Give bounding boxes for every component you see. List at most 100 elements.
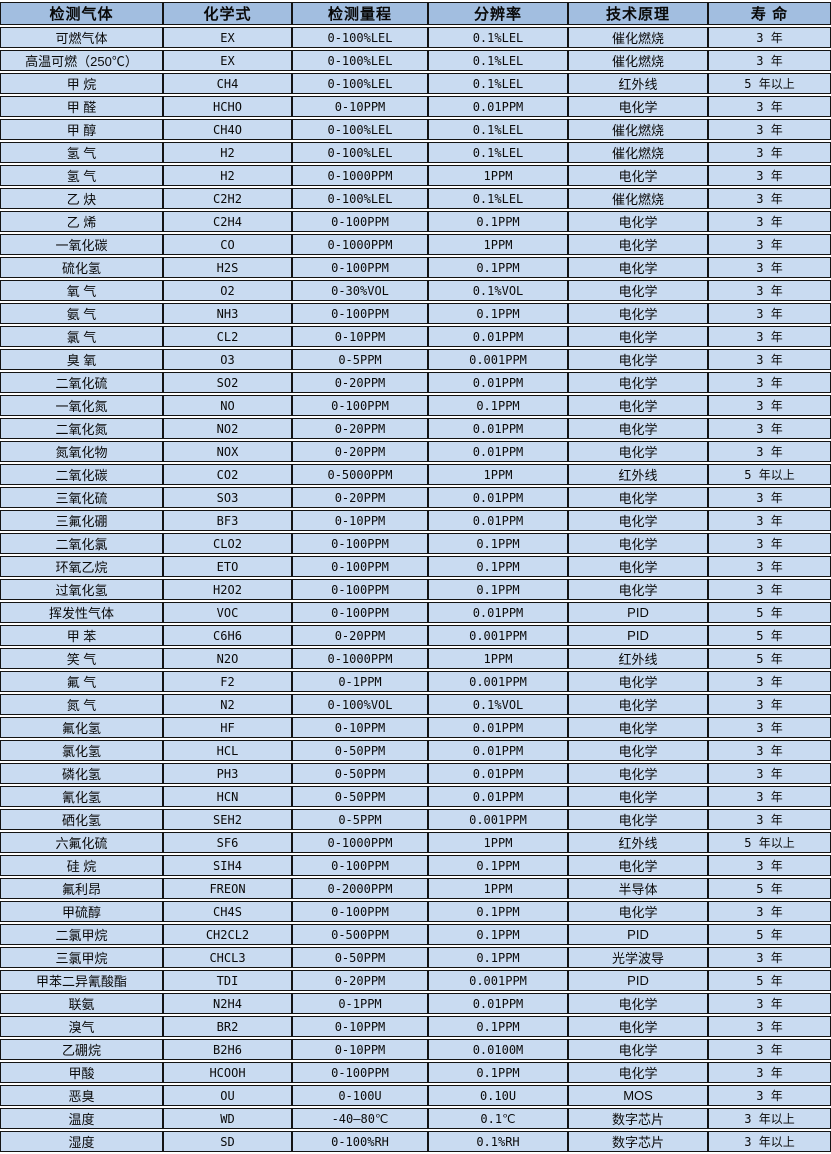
cell-gas: 乙 烯 [0,211,163,232]
table-row: 磷化氢 PH3 0-50PPM 0.01PPM 电化学 3 年 [0,763,831,784]
table-row: 硅 烷 SIH4 0-100PPM 0.1PPM 电化学 3 年 [0,855,831,876]
cell-lifespan: 3 年 [708,855,831,876]
cell-gas: 一氧化氮 [0,395,163,416]
cell-principle: 电化学 [568,671,708,692]
cell-lifespan: 3 年 [708,579,831,600]
cell-formula: N2O [163,648,292,669]
cell-lifespan: 3 年 [708,1016,831,1037]
cell-principle: PID [568,625,708,646]
cell-lifespan: 3 年以上 [708,1108,831,1129]
cell-gas: 氟 气 [0,671,163,692]
cell-gas: 二氧化氯 [0,533,163,554]
table-row: 二氧化碳 CO2 0-5000PPM 1PPM 红外线 5 年以上 [0,464,831,485]
cell-principle: 催化燃烧 [568,119,708,140]
cell-resolution: 0.001PPM [428,349,568,370]
cell-lifespan: 3 年 [708,740,831,761]
table-row: 硒化氢 SEH2 0-5PPM 0.001PPM 电化学 3 年 [0,809,831,830]
cell-gas: 一氧化碳 [0,234,163,255]
table-row: 二氧化硫 SO2 0-20PPM 0.01PPM 电化学 3 年 [0,372,831,393]
cell-gas: 环氧乙烷 [0,556,163,577]
table-row: 氟化氢 HF 0-10PPM 0.01PPM 电化学 3 年 [0,717,831,738]
table-row: 乙硼烷 B2H6 0-10PPM 0.0100M 电化学 3 年 [0,1039,831,1060]
cell-principle: 电化学 [568,303,708,324]
cell-lifespan: 3 年 [708,165,831,186]
cell-range: 0-100PPM [292,556,428,577]
cell-resolution: 0.1PPM [428,1016,568,1037]
cell-principle: 半导体 [568,878,708,899]
cell-formula: BR2 [163,1016,292,1037]
cell-principle: 电化学 [568,418,708,439]
cell-formula: SO3 [163,487,292,508]
cell-lifespan: 3 年 [708,372,831,393]
cell-resolution: 0.1%LEL [428,73,568,94]
cell-lifespan: 3 年 [708,694,831,715]
cell-gas: 硫化氢 [0,257,163,278]
table-row: 二氧化氮 NO2 0-20PPM 0.01PPM 电化学 3 年 [0,418,831,439]
cell-gas: 氰化氢 [0,786,163,807]
cell-principle: 红外线 [568,832,708,853]
table-row: 可燃气体 EX 0-100%LEL 0.1%LEL 催化燃烧 3 年 [0,27,831,48]
cell-range: 0-50PPM [292,786,428,807]
cell-formula: CL2 [163,326,292,347]
cell-resolution: 0.1%VOL [428,280,568,301]
cell-lifespan: 3 年 [708,349,831,370]
cell-gas: 乙硼烷 [0,1039,163,1060]
cell-range: 0-1000PPM [292,165,428,186]
cell-resolution: 0.1%LEL [428,188,568,209]
cell-formula: CH4 [163,73,292,94]
table-row: 氮氧化物 NOX 0-20PPM 0.01PPM 电化学 3 年 [0,441,831,462]
cell-range: 0-50PPM [292,947,428,968]
cell-formula: VOC [163,602,292,623]
cell-gas: 甲 醇 [0,119,163,140]
cell-gas: 二氧化硫 [0,372,163,393]
cell-range: 0-1000PPM [292,648,428,669]
cell-principle: 数字芯片 [568,1131,708,1152]
cell-gas: 硅 烷 [0,855,163,876]
table-row: 过氧化氢 H2O2 0-100PPM 0.1PPM 电化学 3 年 [0,579,831,600]
cell-gas: 氨 气 [0,303,163,324]
cell-range: 0-10PPM [292,96,428,117]
cell-resolution: 1PPM [428,165,568,186]
cell-formula: O3 [163,349,292,370]
cell-resolution: 0.01PPM [428,372,568,393]
cell-range: 0-5PPM [292,349,428,370]
cell-range: 0-100U [292,1085,428,1106]
cell-principle: 红外线 [568,73,708,94]
cell-lifespan: 5 年以上 [708,832,831,853]
cell-formula: NOX [163,441,292,462]
cell-lifespan: 3 年 [708,786,831,807]
cell-lifespan: 3 年 [708,533,831,554]
table-row: 乙 烯 C2H4 0-100PPM 0.1PPM 电化学 3 年 [0,211,831,232]
cell-gas: 过氧化氢 [0,579,163,600]
cell-range: 0-100%LEL [292,119,428,140]
cell-range: 0-20PPM [292,970,428,991]
table-row: 乙 炔 C2H2 0-100%LEL 0.1%LEL 催化燃烧 3 年 [0,188,831,209]
cell-principle: 电化学 [568,280,708,301]
cell-range: 0-100PPM [292,579,428,600]
cell-lifespan: 3 年 [708,119,831,140]
cell-principle: 电化学 [568,740,708,761]
cell-principle: 催化燃烧 [568,188,708,209]
cell-principle: 催化燃烧 [568,142,708,163]
cell-gas: 氟利昂 [0,878,163,899]
cell-lifespan: 3 年 [708,234,831,255]
cell-gas: 甲苯二异氰酸酯 [0,970,163,991]
cell-formula: N2H4 [163,993,292,1014]
cell-gas: 氮 气 [0,694,163,715]
cell-range: 0-5PPM [292,809,428,830]
cell-resolution: 0.01PPM [428,602,568,623]
cell-range: 0-100%LEL [292,50,428,71]
cell-resolution: 0.1PPM [428,257,568,278]
cell-principle: MOS [568,1085,708,1106]
cell-principle: 电化学 [568,510,708,531]
cell-lifespan: 3 年 [708,303,831,324]
column-header-lifespan: 寿 命 [708,2,831,25]
cell-gas: 氟化氢 [0,717,163,738]
cell-formula: SIH4 [163,855,292,876]
cell-principle: 电化学 [568,901,708,922]
table-row: 笑 气 N2O 0-1000PPM 1PPM 红外线 5 年 [0,648,831,669]
cell-principle: 电化学 [568,211,708,232]
table-row: 湿度 SD 0-100%RH 0.1%RH 数字芯片 3 年以上 [0,1131,831,1152]
table-row: 臭 氧 O3 0-5PPM 0.001PPM 电化学 3 年 [0,349,831,370]
cell-gas: 甲 烷 [0,73,163,94]
